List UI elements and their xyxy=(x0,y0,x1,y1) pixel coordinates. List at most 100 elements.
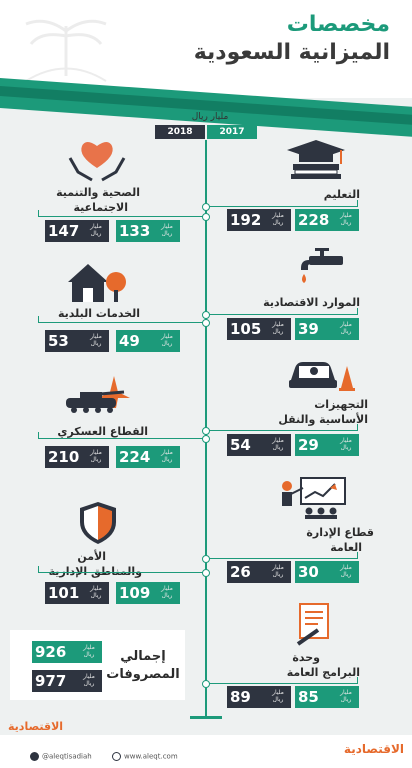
twitter-text: @aleqtisadiah xyxy=(42,752,92,761)
military-connector xyxy=(38,438,205,439)
water-tap-icon xyxy=(301,248,343,283)
unit-text: مليار ريال xyxy=(90,333,102,347)
unit-text: مليار ريال xyxy=(272,437,284,451)
education-tick xyxy=(357,200,358,207)
security-2017-value: 109 xyxy=(119,584,151,602)
education-2017-box: 228 مليار ريال xyxy=(295,209,359,231)
total-2017-box: 926 مليار ريال xyxy=(32,641,102,663)
unit-text: مليار ريال xyxy=(272,321,284,335)
security-label-1: الأمن xyxy=(77,550,106,563)
programs-2017-value: 85 xyxy=(298,688,319,706)
programs-dot xyxy=(202,680,210,688)
health-connector xyxy=(38,216,205,217)
website-text: www.aleqt.com xyxy=(124,752,178,761)
unit-text: مليار ريال xyxy=(90,223,102,237)
website-link[interactable]: www.aleqt.com xyxy=(112,752,178,761)
health-2018-value: 147 xyxy=(48,222,80,240)
military-2017-box: 224 مليار ريال xyxy=(116,446,180,468)
programs-2017-box: 85 مليار ريال xyxy=(295,686,359,708)
security-2018-box: 101 مليار ريال xyxy=(45,582,109,604)
unit-text: مليار ريال xyxy=(161,585,173,599)
year-2017-label: 2017 xyxy=(207,125,257,139)
health-label-1: الصحية والتنمية xyxy=(56,186,140,199)
military-2018-value: 210 xyxy=(48,448,80,466)
municipal-connector xyxy=(38,322,205,323)
programs-connector xyxy=(207,683,357,684)
security-label-2: والمناطق الإدارية xyxy=(48,565,142,578)
total-2018-value: 977 xyxy=(35,672,67,690)
military-2017-value: 224 xyxy=(119,448,151,466)
water-label: الموارد الاقتصادية xyxy=(263,296,360,309)
unit-text: مليار ريال xyxy=(340,564,352,578)
education-dot xyxy=(202,203,210,211)
admin-label-1: قطاع الإدارة xyxy=(306,526,374,539)
presentation-chart-icon xyxy=(282,477,346,519)
twitter-icon xyxy=(30,752,39,761)
admin-tick xyxy=(357,552,358,559)
education-connector xyxy=(207,206,357,207)
security-connector xyxy=(38,572,205,573)
health-tick xyxy=(38,210,39,217)
unit-text: مليار ريال xyxy=(90,449,102,463)
programs-tick xyxy=(357,677,358,684)
municipal-label: الخدمات البلدية xyxy=(57,307,140,320)
programs-label-1: وحدة xyxy=(292,651,320,664)
unit-text: مليار ريال xyxy=(272,564,284,578)
unit-text: مليار ريال xyxy=(90,585,102,599)
title-line-1: مخصصات xyxy=(286,12,390,37)
unit-text: مليار ريال xyxy=(340,689,352,703)
municipal-dot xyxy=(202,319,210,327)
globe-icon xyxy=(112,752,121,761)
unit-text: مليار ريال xyxy=(161,223,173,237)
military-dot xyxy=(202,435,210,443)
admin-2018-box: 26 مليار ريال xyxy=(227,561,291,583)
water-2018-value: 105 xyxy=(230,320,262,338)
infra-2018-box: 54 مليار ريال xyxy=(227,434,291,456)
water-dot xyxy=(202,311,210,319)
municipal-2018-box: 53 مليار ريال xyxy=(45,330,109,352)
municipal-2017-box: 49 مليار ريال xyxy=(116,330,180,352)
infra-label-1: التجهيزات xyxy=(314,398,368,411)
total-label-2: المصروفات xyxy=(106,667,180,682)
unit-header: مليار ريال xyxy=(191,112,229,122)
health-dot xyxy=(202,213,210,221)
security-tick xyxy=(38,566,39,573)
car-traffic-cone-icon xyxy=(289,362,355,391)
unit-text: مليار ريال xyxy=(83,673,95,687)
admin-2017-box: 30 مليار ريال xyxy=(295,561,359,583)
unit-text: مليار ريال xyxy=(161,449,173,463)
admin-connector xyxy=(207,558,357,559)
water-tick xyxy=(357,308,358,315)
health-label-2: الاجتماعية xyxy=(73,201,128,214)
title-line-2: الميزانية السعودية xyxy=(193,40,390,65)
municipal-2017-value: 49 xyxy=(119,332,140,350)
military-2018-box: 210 مليار ريال xyxy=(45,446,109,468)
palm-swords-emblem-icon xyxy=(25,19,107,82)
health-2017-value: 133 xyxy=(119,222,151,240)
brand-logo-left: الاقتصادية xyxy=(8,720,64,733)
programs-2018-value: 89 xyxy=(230,688,251,706)
heart-hands-icon xyxy=(68,142,126,182)
education-label: التعليم xyxy=(323,188,360,201)
unit-text: مليار ريال xyxy=(340,437,352,451)
infra-label-2: الأساسية والنقل xyxy=(278,413,368,426)
unit-text: مليار ريال xyxy=(340,212,352,226)
education-2018-value: 192 xyxy=(230,211,262,229)
infra-2017-value: 29 xyxy=(298,436,319,454)
twitter-handle[interactable]: @aleqtisadiah xyxy=(30,752,92,761)
health-2017-box: 133 مليار ريال xyxy=(116,220,180,242)
footer xyxy=(0,735,412,768)
security-2018-value: 101 xyxy=(48,584,80,602)
programs-2018-box: 89 مليار ريال xyxy=(227,686,291,708)
infra-2017-box: 29 مليار ريال xyxy=(295,434,359,456)
house-tree-icon xyxy=(68,264,126,302)
header xyxy=(0,0,412,98)
brand-logo-right: الاقتصادية xyxy=(343,742,404,756)
document-pen-icon xyxy=(296,603,329,646)
timeline-base xyxy=(190,716,222,719)
admin-label-2: العامة xyxy=(330,541,362,554)
shield-icon xyxy=(80,502,116,544)
unit-text: مليار ريال xyxy=(272,689,284,703)
infra-dot xyxy=(202,427,210,435)
health-2018-box: 147 مليار ريال xyxy=(45,220,109,242)
